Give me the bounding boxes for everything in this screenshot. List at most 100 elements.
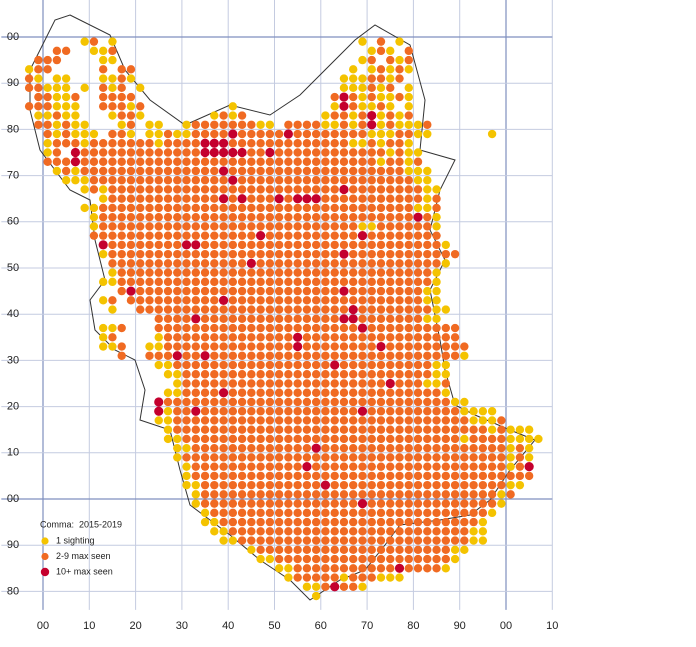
record-dot bbox=[404, 407, 413, 416]
record-dot bbox=[182, 434, 191, 444]
record-dot bbox=[460, 407, 469, 416]
record-dot bbox=[265, 129, 275, 139]
record-dot bbox=[413, 425, 423, 434]
record-dot bbox=[478, 425, 488, 434]
record-dot bbox=[191, 305, 200, 314]
record-dot bbox=[80, 203, 89, 213]
record-dot bbox=[200, 462, 210, 471]
record-dot bbox=[293, 545, 302, 555]
record-dot bbox=[339, 397, 349, 407]
record-dot bbox=[497, 480, 506, 490]
record-dot bbox=[302, 360, 312, 370]
record-dot bbox=[358, 120, 367, 129]
record-dot bbox=[256, 212, 265, 222]
record-dot bbox=[265, 490, 275, 499]
record-dot bbox=[293, 416, 302, 425]
record-dot bbox=[256, 277, 265, 287]
record-dot bbox=[348, 314, 358, 324]
record-dot bbox=[386, 388, 395, 397]
record-dot bbox=[441, 379, 451, 388]
record-dot bbox=[182, 397, 191, 407]
record-dot bbox=[108, 212, 117, 222]
record-dot bbox=[441, 342, 451, 351]
record-dot bbox=[237, 259, 247, 268]
record-dot bbox=[247, 407, 256, 416]
record-dot bbox=[478, 462, 488, 471]
record-dot bbox=[219, 176, 228, 185]
record-dot bbox=[265, 259, 275, 268]
record-dot bbox=[367, 407, 376, 416]
record-dot bbox=[256, 499, 265, 508]
record-dot bbox=[339, 370, 349, 379]
record-dot bbox=[256, 480, 265, 490]
record-dot bbox=[61, 129, 71, 139]
record-dot bbox=[182, 139, 191, 148]
record-dot bbox=[302, 268, 312, 277]
record-dot bbox=[247, 139, 256, 148]
record-dot bbox=[191, 499, 200, 508]
x-tick-label: 20 bbox=[129, 620, 141, 632]
record-dot bbox=[478, 536, 488, 545]
record-dot bbox=[52, 129, 62, 139]
record-dot bbox=[200, 379, 210, 388]
record-dot bbox=[321, 536, 330, 545]
record-dot bbox=[219, 407, 228, 416]
record-dot bbox=[237, 129, 247, 139]
record-dot bbox=[395, 74, 404, 83]
record-dot bbox=[247, 166, 256, 176]
record-dot bbox=[321, 194, 330, 203]
record-dot bbox=[358, 527, 367, 536]
x-tick-label: 50 bbox=[268, 620, 280, 632]
record-dot bbox=[367, 148, 376, 157]
record-dot bbox=[413, 527, 423, 536]
record-dot bbox=[210, 157, 219, 166]
record-dot bbox=[247, 342, 256, 351]
record-dot bbox=[339, 139, 349, 148]
record-dot bbox=[311, 351, 321, 360]
record-dot bbox=[210, 351, 219, 360]
record-dot bbox=[367, 286, 376, 296]
record-dot bbox=[265, 471, 275, 481]
record-dot bbox=[108, 157, 117, 166]
record-dot bbox=[413, 176, 423, 185]
record-dot bbox=[256, 545, 265, 555]
record-dot bbox=[228, 286, 238, 296]
record-dot bbox=[256, 407, 265, 416]
record-dot bbox=[274, 480, 284, 490]
record-dot bbox=[376, 166, 386, 176]
record-dot bbox=[200, 212, 210, 222]
record-dot bbox=[330, 129, 339, 139]
record-dot bbox=[136, 102, 145, 111]
record-dot bbox=[339, 240, 349, 250]
record-dot bbox=[432, 212, 441, 222]
record-dot bbox=[136, 139, 145, 148]
record-dot bbox=[506, 480, 515, 490]
record-dot bbox=[61, 139, 71, 148]
record-dot bbox=[339, 249, 349, 259]
record-dot bbox=[311, 564, 321, 573]
record-dot bbox=[386, 176, 395, 185]
record-dot bbox=[321, 166, 330, 176]
record-dot bbox=[358, 139, 367, 148]
record-dot bbox=[367, 176, 376, 185]
record-dot bbox=[358, 148, 367, 157]
record-dot bbox=[237, 323, 247, 333]
record-dot bbox=[339, 194, 349, 203]
record-dot bbox=[117, 342, 126, 351]
record-dot bbox=[386, 259, 395, 268]
record-dot bbox=[256, 462, 265, 471]
record-dot bbox=[108, 194, 117, 203]
record-dot bbox=[404, 425, 413, 434]
record-dot bbox=[210, 453, 219, 462]
record-dot bbox=[173, 129, 182, 139]
record-dot bbox=[61, 92, 71, 102]
record-dot bbox=[191, 388, 200, 397]
record-dot bbox=[145, 203, 154, 213]
record-dot bbox=[330, 545, 339, 555]
record-dot bbox=[182, 379, 191, 388]
record-dot bbox=[126, 203, 136, 213]
record-dot bbox=[219, 268, 228, 277]
record-dot bbox=[71, 92, 80, 102]
record-dot bbox=[349, 416, 358, 425]
record-dot bbox=[432, 333, 441, 342]
